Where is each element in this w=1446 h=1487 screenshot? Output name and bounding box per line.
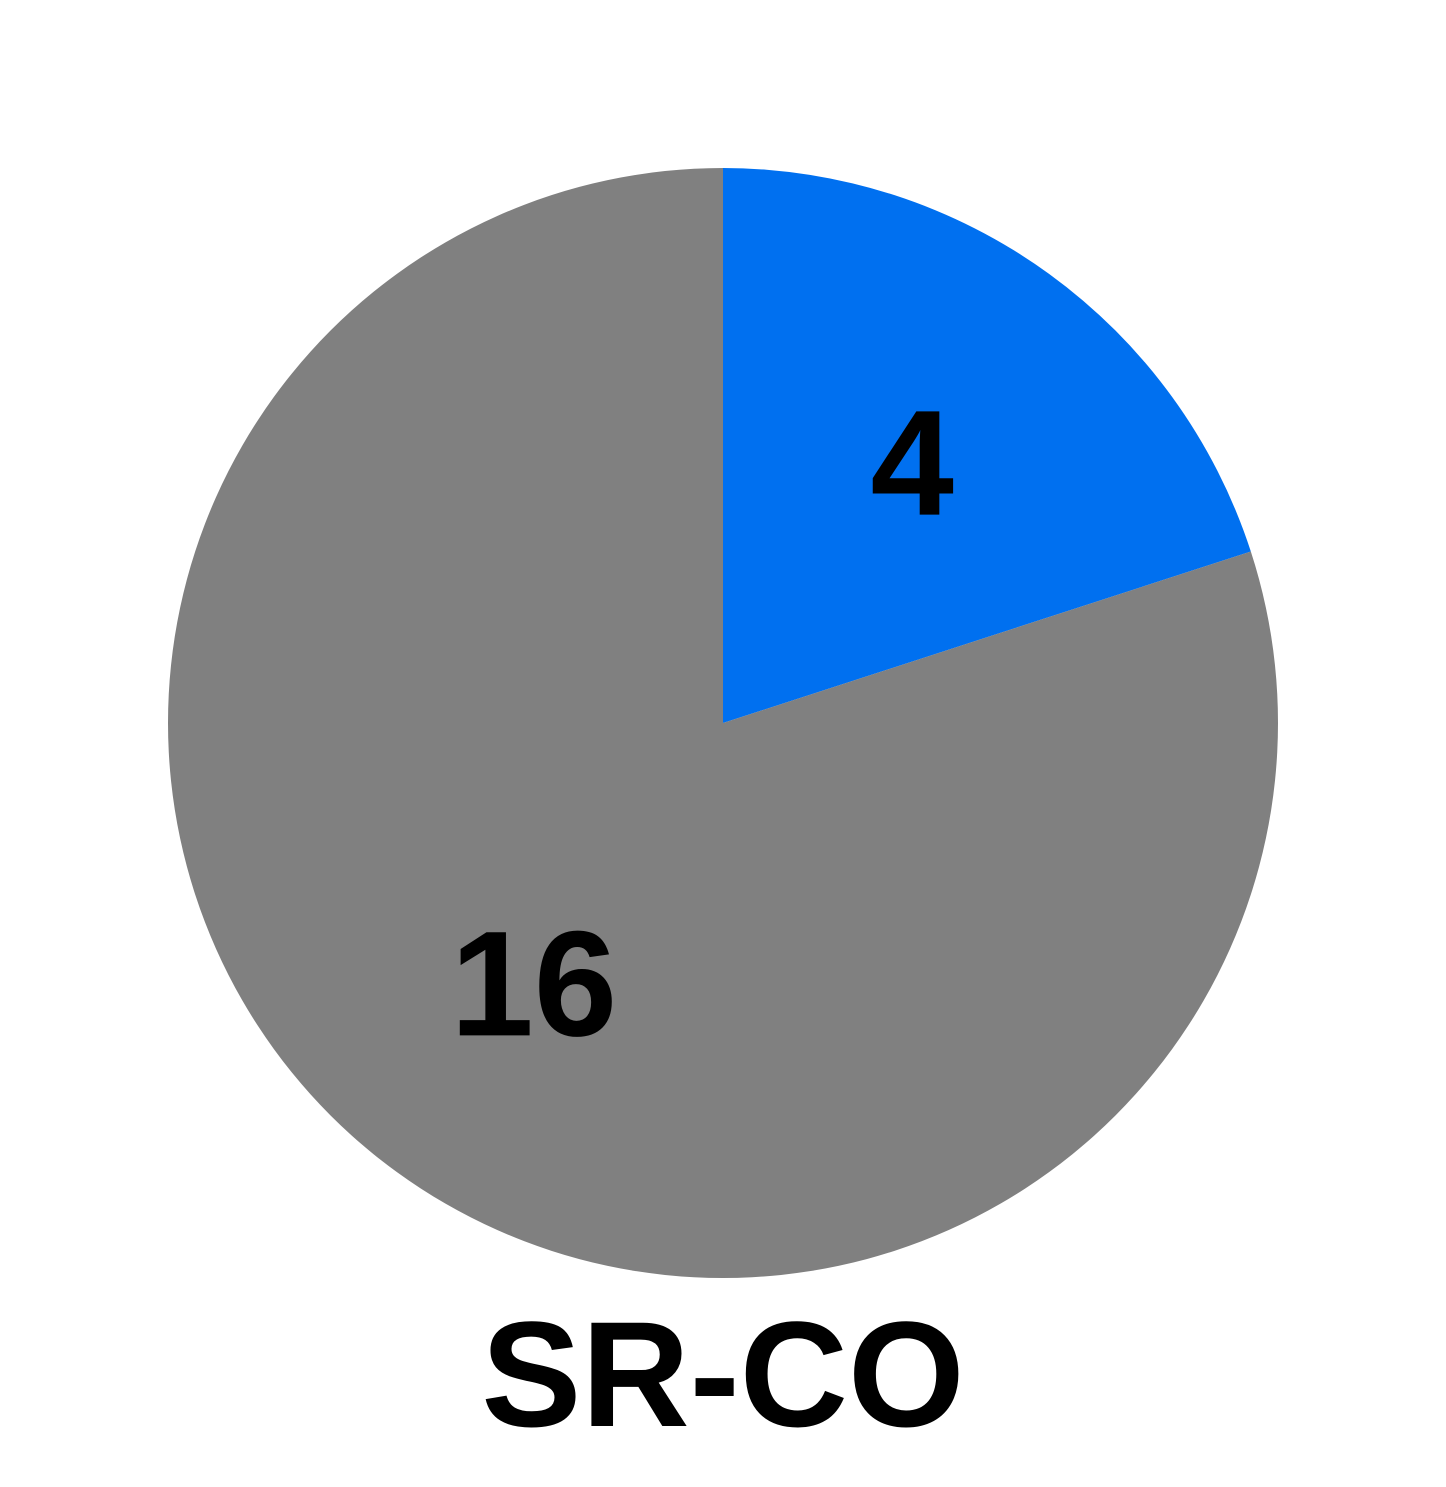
pie-slice-0 <box>723 168 1251 723</box>
pie-data-labels: 4 16 <box>450 379 954 1068</box>
pie-slice-1 <box>168 168 1279 1279</box>
pie-slice-label-1: 16 <box>450 899 617 1067</box>
chart-title: SR-CO <box>481 1290 964 1458</box>
pie-slice-label-0: 4 <box>870 379 953 547</box>
pie-slices <box>168 168 1279 1279</box>
